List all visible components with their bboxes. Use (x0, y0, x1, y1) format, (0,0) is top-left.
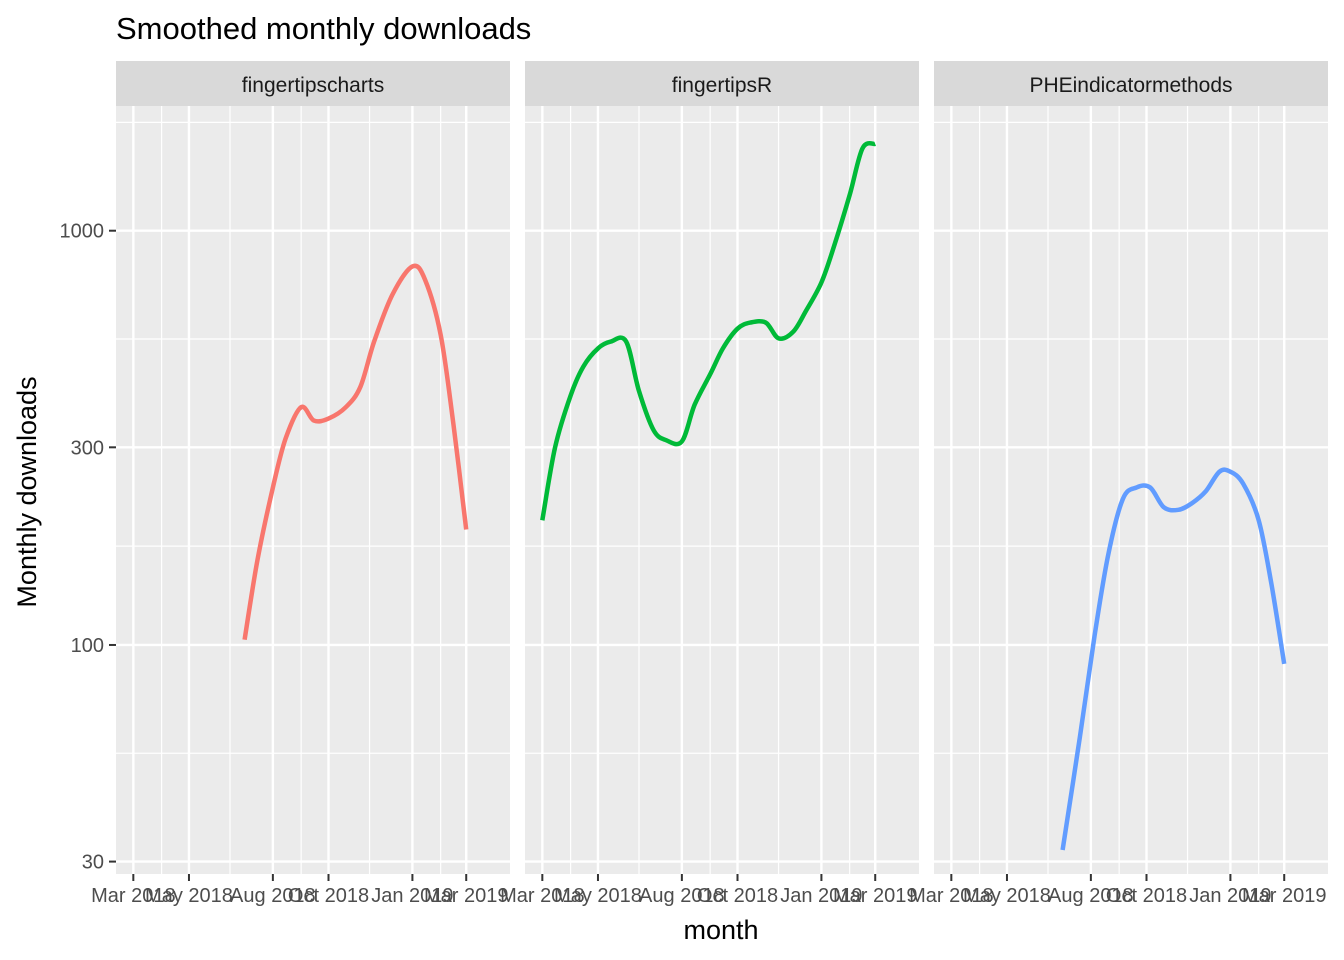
x-tick-label: May 2018 (963, 885, 1051, 907)
facet-strip (116, 61, 510, 106)
chart-title: Smoothed monthly downloads (116, 11, 531, 46)
facet-strip-label: fingertipscharts (242, 74, 384, 97)
y-tick-label: 300 (71, 437, 104, 459)
x-tick-label: May 2018 (145, 885, 233, 907)
y-axis-title: Monthly downloads (12, 376, 42, 607)
facet-strip-label: PHEindicatormethods (1029, 74, 1232, 97)
facet-strip (934, 61, 1328, 106)
y-tick-label: 30 (82, 852, 104, 874)
x-tick-label: Aug 2018 (230, 885, 316, 907)
x-tick-label: Oct 2018 (288, 885, 369, 907)
facet-strip-label: fingertipsR (672, 74, 772, 97)
y-tick-label: 100 (71, 635, 104, 657)
x-tick-label: Jan 2019 (780, 885, 862, 907)
series-line (540, 141, 876, 521)
x-tick-label: Mar 2018 (91, 885, 176, 907)
x-tick-label: Mar 2019 (424, 885, 509, 907)
series-line (242, 263, 469, 641)
x-tick-label: Mar 2018 (909, 885, 994, 907)
x-tick-label: Jan 2019 (1189, 885, 1271, 907)
y-axis: 30 100 300 1000 (60, 221, 116, 874)
x-tick-label: Mar 2018 (500, 885, 585, 907)
y-tick-label: 1000 (60, 221, 105, 243)
series-line (1060, 467, 1287, 851)
x-axis-title: month (683, 915, 758, 945)
panel-background (525, 106, 919, 874)
x-tick-label: Aug 2018 (639, 885, 725, 907)
panel-background (116, 106, 510, 874)
x-tick-label: Jan 2019 (371, 885, 453, 907)
facet-strip (525, 61, 919, 106)
x-tick-label: Oct 2018 (1106, 885, 1187, 907)
x-tick-label: Aug 2018 (1048, 885, 1134, 907)
x-tick-label: May 2018 (554, 885, 642, 907)
x-tick-label: Mar 2019 (1242, 885, 1327, 907)
x-tick-label: Mar 2019 (833, 885, 918, 907)
x-tick-label: Oct 2018 (697, 885, 778, 907)
